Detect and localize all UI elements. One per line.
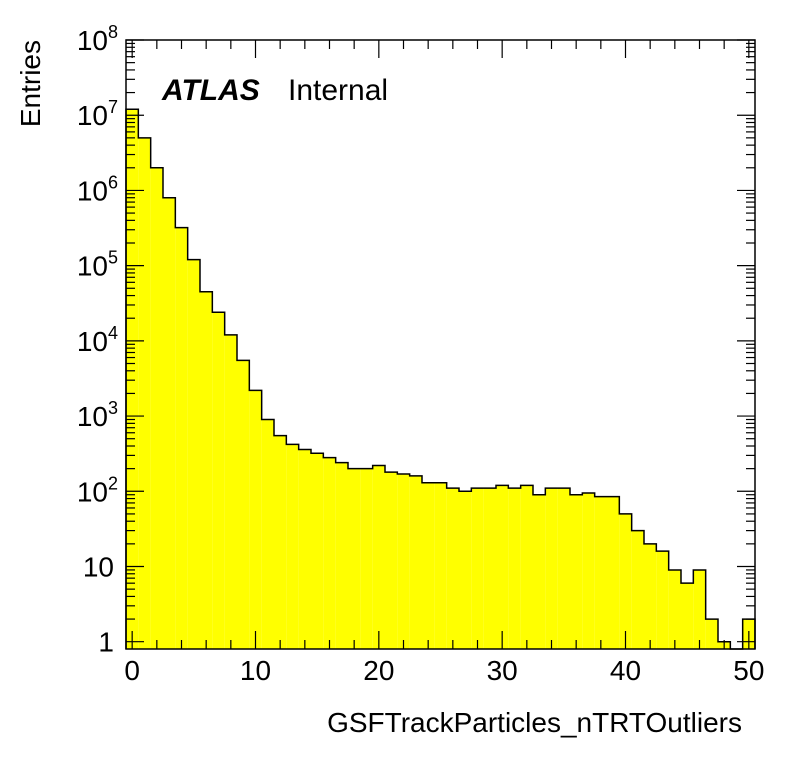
histogram-bar bbox=[508, 488, 521, 649]
x-tick-label: 0 bbox=[124, 655, 140, 686]
histogram-bar bbox=[274, 435, 287, 649]
histogram-bar bbox=[434, 482, 447, 649]
histogram-bar bbox=[212, 312, 225, 649]
y-axis-label: Entries bbox=[15, 40, 46, 127]
histogram-bar bbox=[681, 583, 694, 649]
histogram-outline bbox=[125, 108, 756, 650]
histogram-bar bbox=[705, 619, 718, 649]
histogram-bar bbox=[409, 475, 422, 649]
histogram-bar bbox=[335, 462, 348, 649]
x-axis-label: GSFTrackParticles_nTRTOutliers bbox=[327, 707, 742, 738]
histogram-bars bbox=[126, 109, 755, 649]
x-tick-labels: 0 10 20 30 40 50 bbox=[124, 655, 764, 686]
histogram-bar bbox=[224, 334, 237, 649]
histogram-bar bbox=[570, 494, 583, 649]
histogram-bar bbox=[459, 491, 472, 649]
histogram-bar bbox=[163, 197, 176, 649]
y-tick-label: 10 bbox=[77, 401, 108, 432]
internal-label: Internal bbox=[288, 74, 388, 107]
y-tick-label: 10 bbox=[77, 100, 108, 131]
x-tick-label: 40 bbox=[610, 655, 641, 686]
histogram-bar bbox=[261, 419, 274, 649]
histogram-bar bbox=[311, 453, 324, 649]
histogram-bar bbox=[693, 569, 706, 649]
x-tick-label: 50 bbox=[733, 655, 764, 686]
y-tick-exponent: 3 bbox=[108, 398, 118, 418]
histogram-bar bbox=[656, 551, 669, 649]
histogram-bar bbox=[483, 488, 496, 649]
histogram-bar bbox=[372, 465, 385, 649]
histogram-bar bbox=[138, 137, 151, 649]
histogram-bar bbox=[323, 457, 336, 649]
histogram-bar bbox=[594, 496, 607, 649]
histogram-bar bbox=[644, 543, 657, 649]
y-tick-exponent: 6 bbox=[108, 172, 118, 192]
y-tick-label: 10 bbox=[77, 251, 108, 282]
y-tick-label: 10 bbox=[77, 175, 108, 206]
histogram-bar bbox=[533, 494, 546, 649]
plot-frame bbox=[125, 39, 756, 650]
y-tick-exponent: 5 bbox=[108, 248, 118, 268]
x-tick-label: 30 bbox=[487, 655, 518, 686]
histogram-bar bbox=[557, 488, 570, 649]
histogram-bar bbox=[631, 530, 644, 649]
histogram-bar bbox=[582, 492, 595, 649]
histogram-bar bbox=[422, 482, 435, 649]
y-tick-exponent: 7 bbox=[108, 97, 118, 117]
atlas-label: ATLAS bbox=[161, 74, 260, 107]
x-tick-label: 20 bbox=[363, 655, 394, 686]
histogram-bar bbox=[360, 468, 373, 649]
x-tick-label: 10 bbox=[240, 655, 271, 686]
histogram-bar bbox=[175, 227, 188, 649]
histogram-bar bbox=[496, 485, 509, 649]
histogram-bar bbox=[150, 167, 163, 649]
histogram-bar bbox=[397, 473, 410, 649]
y-tick-exponent: 8 bbox=[108, 22, 118, 42]
histogram-bar bbox=[668, 569, 681, 649]
histogram-bar bbox=[298, 449, 311, 649]
y-tick-label: 10 bbox=[77, 326, 108, 357]
histogram-bar bbox=[348, 468, 361, 649]
histogram-bar bbox=[446, 488, 459, 649]
y-tick-exponent: 2 bbox=[108, 473, 118, 493]
histogram-bar bbox=[545, 488, 558, 649]
histogram-bar bbox=[200, 291, 213, 649]
y-tick-exponent: 4 bbox=[108, 323, 118, 343]
histogram-bar bbox=[187, 259, 200, 649]
histogram-bar bbox=[471, 488, 484, 649]
histogram-bar bbox=[619, 513, 632, 649]
y-tick-label: 10 bbox=[77, 25, 108, 56]
y-tick-label: 1 bbox=[98, 627, 114, 658]
histogram-bar bbox=[520, 485, 533, 649]
histogram-bar bbox=[249, 390, 262, 649]
histogram-bar bbox=[385, 472, 398, 649]
histogram-bar bbox=[607, 496, 620, 649]
y-tick-label: 10 bbox=[83, 551, 114, 582]
histogram-bar bbox=[237, 360, 250, 649]
y-tick-label: 10 bbox=[77, 476, 108, 507]
histogram-bar bbox=[286, 444, 299, 649]
